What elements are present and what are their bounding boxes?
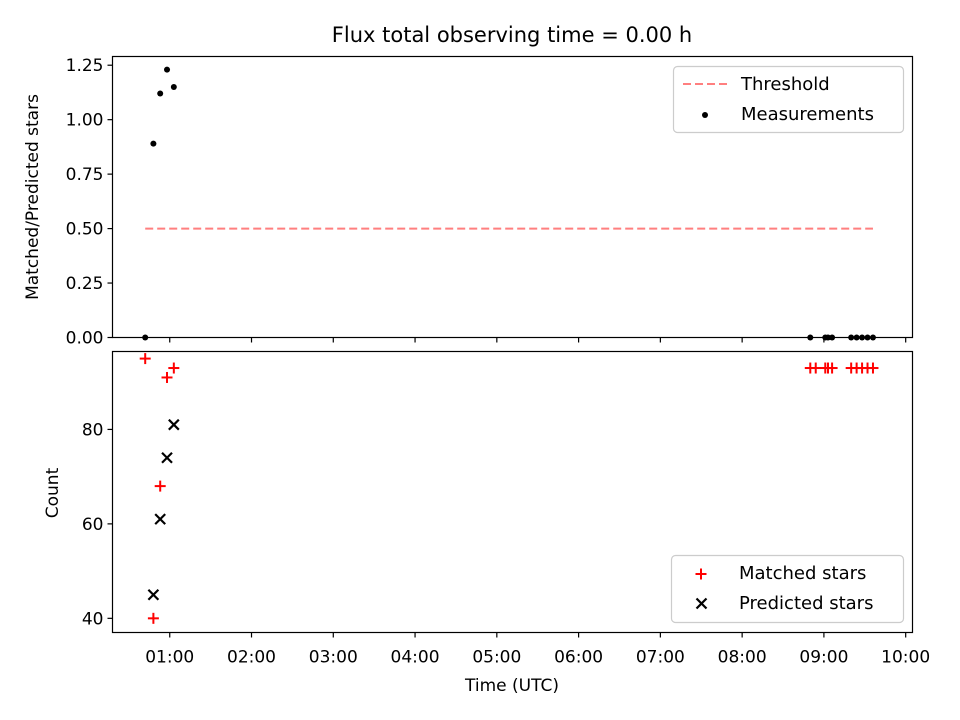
bottom-ticks: 40 60 80 01:00 02:00 03:00 04:00 05:00 06:00 07:0… bbox=[82, 420, 930, 667]
x-tick-label: 04:00 bbox=[391, 648, 440, 668]
x-tick-label: 09:00 bbox=[799, 648, 848, 668]
chart-title: Flux total observing time = 0.00 h bbox=[332, 23, 692, 47]
x-tick-label: 08:00 bbox=[718, 648, 767, 668]
x-tick-label: 02:00 bbox=[227, 648, 276, 668]
legend-measurements-label: Measurements bbox=[741, 104, 874, 125]
top-ylabel: Matched/Predicted stars bbox=[23, 94, 43, 300]
measurement-point bbox=[170, 83, 177, 90]
bottom-legend: Matched stars Predicted stars bbox=[670, 554, 905, 624]
top-panel: Matched/Predicted stars 0.00 0.25 0.50 0.75… bbox=[23, 55, 914, 349]
y-tick-label: 1.25 bbox=[66, 56, 104, 76]
measurement-point bbox=[150, 140, 157, 147]
matched-stars-point bbox=[826, 362, 838, 374]
bottom-marks bbox=[139, 353, 879, 624]
legend-predicted-label: Predicted stars bbox=[739, 593, 873, 614]
legend-matched-label: Matched stars bbox=[739, 563, 866, 584]
y-tick-label: 40 bbox=[82, 609, 104, 629]
x-tick-label: 01:00 bbox=[145, 648, 194, 668]
predicted-stars-point bbox=[161, 451, 173, 464]
matched-stars-point bbox=[168, 362, 180, 374]
matched-stars-point bbox=[154, 480, 166, 492]
predicted-stars-point bbox=[168, 418, 180, 431]
predicted-stars-point bbox=[147, 588, 160, 601]
legend-measurements-swatch bbox=[702, 112, 708, 118]
x-tick-label: 05:00 bbox=[472, 648, 521, 668]
matched-stars-point bbox=[147, 612, 159, 624]
xlabel: Time (UTC) bbox=[464, 676, 559, 696]
y-tick-label: 0.00 bbox=[66, 329, 104, 349]
matched-stars-point bbox=[139, 353, 151, 365]
bottom-ylabel: Count bbox=[43, 467, 63, 518]
y-tick-label: 80 bbox=[82, 420, 104, 440]
x-tick-label: 03:00 bbox=[309, 648, 358, 668]
matched-stars-point bbox=[867, 362, 879, 374]
top-ticks: 0.00 0.25 0.50 0.75 1.00 1.25 bbox=[66, 56, 907, 349]
bottom-panel: Count 40 60 80 01:00 02:00 03:00 04:00 05:00 06:… bbox=[43, 350, 930, 668]
top-legend-box bbox=[672, 65, 905, 134]
legend-matched-swatch bbox=[695, 568, 707, 580]
predicted-stars-point bbox=[154, 513, 166, 525]
top-axes-frame bbox=[111, 55, 914, 339]
matched-stars-point bbox=[161, 371, 173, 383]
y-tick-label: 0.50 bbox=[66, 220, 104, 240]
measurement-point bbox=[157, 90, 164, 97]
y-tick-label: 0.75 bbox=[66, 165, 104, 185]
y-tick-label: 1.00 bbox=[66, 111, 104, 131]
matched-stars-point bbox=[810, 362, 822, 374]
top-legend: Threshold Measurements bbox=[672, 65, 905, 134]
y-tick-label: 60 bbox=[82, 515, 104, 535]
legend-threshold-label: Threshold bbox=[740, 74, 830, 95]
x-tick-label: 07:00 bbox=[636, 648, 685, 668]
legend-predicted-swatch bbox=[695, 597, 708, 610]
bottom-axes-frame bbox=[111, 350, 914, 634]
bottom-legend-box bbox=[670, 554, 905, 624]
x-tick-label: 06:00 bbox=[554, 648, 603, 668]
y-tick-label: 0.25 bbox=[66, 274, 104, 294]
measurement-point bbox=[164, 66, 171, 73]
x-tick-label: 10:00 bbox=[881, 648, 930, 668]
